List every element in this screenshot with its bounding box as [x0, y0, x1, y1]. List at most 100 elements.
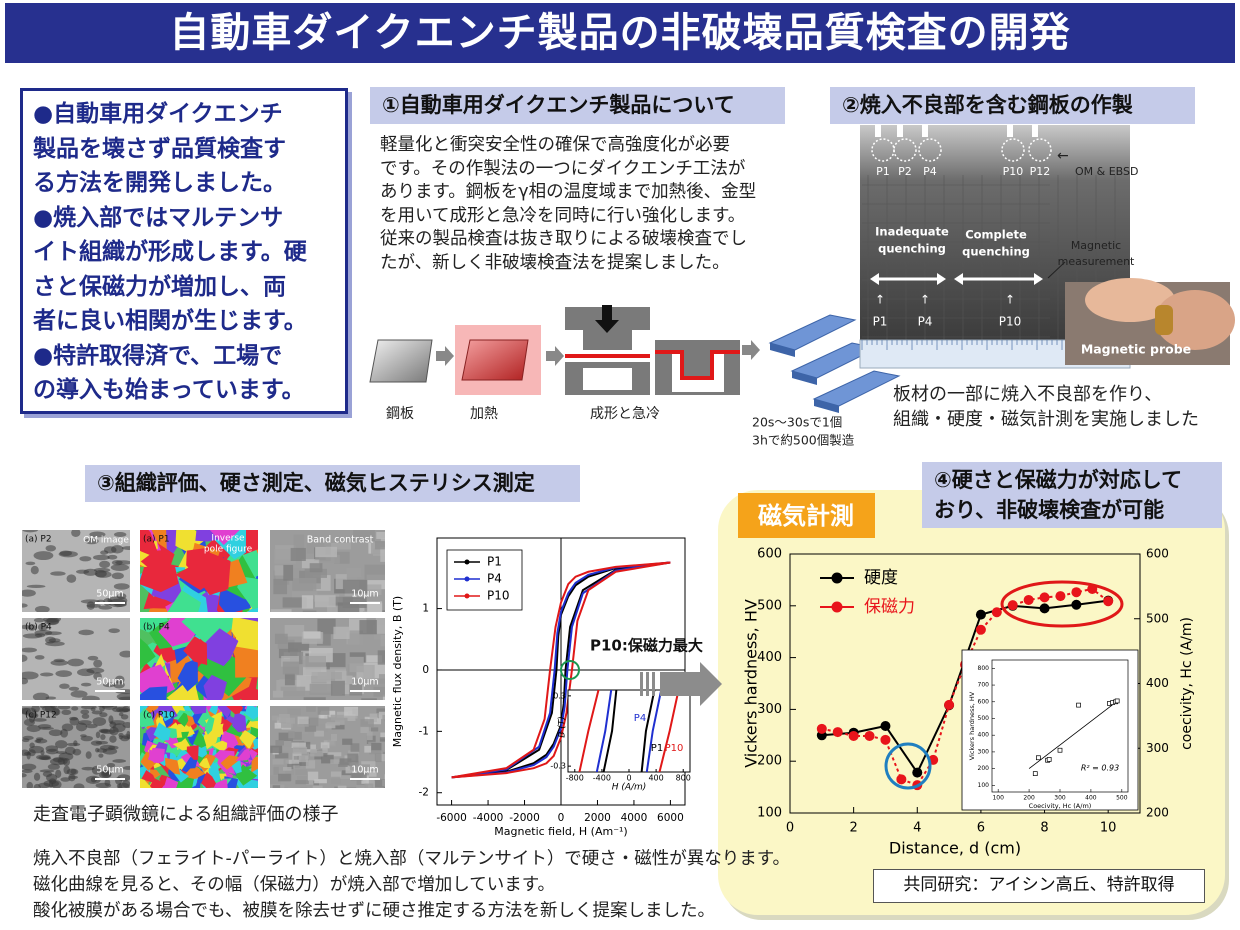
grain	[71, 530, 81, 537]
grain	[239, 729, 257, 750]
grain	[22, 624, 31, 630]
sample-marker	[918, 138, 942, 162]
grain	[307, 771, 319, 781]
grain	[140, 708, 155, 728]
grain	[33, 772, 41, 781]
scale-label: 10μm	[351, 677, 378, 688]
micrograph-label: (c) P12	[25, 711, 57, 721]
grain	[119, 650, 130, 658]
grain	[113, 681, 125, 689]
x-axis-label: H (A/m)	[612, 783, 647, 793]
grain	[28, 749, 36, 757]
grain	[102, 682, 116, 688]
grain	[328, 752, 342, 757]
grain	[92, 717, 107, 726]
y-tick-label: -1	[419, 725, 429, 737]
grain	[90, 740, 103, 746]
credit: 共同研究：アイシン高丘、特許取得	[873, 869, 1205, 903]
text-line: ●焼入部ではマルテンサ	[33, 204, 284, 231]
grain	[50, 660, 69, 666]
text-line: ●特許取得済で、工場で	[33, 342, 283, 369]
micrograph-label: (c) P10	[143, 711, 175, 721]
grain	[371, 742, 382, 751]
grain	[349, 763, 358, 771]
grain	[209, 530, 240, 546]
grain	[288, 759, 300, 764]
grain	[350, 772, 363, 781]
grain	[282, 661, 300, 675]
y-tick-label: 1	[422, 603, 429, 615]
x-tick-label: 8	[1040, 821, 1048, 836]
grain	[306, 779, 320, 785]
text-line: 板材の一部に焼入不良部を作り、	[893, 384, 1163, 405]
grain	[287, 763, 294, 770]
x-tick-label: 4000	[621, 812, 648, 824]
grain	[85, 751, 92, 759]
micrograph-label: (b) P4	[25, 623, 52, 633]
grain	[300, 787, 308, 788]
data-point	[991, 607, 1002, 618]
grain	[140, 618, 169, 633]
grain	[280, 686, 306, 697]
data-point	[1039, 603, 1050, 614]
arrow-head	[937, 273, 946, 285]
y2-tick-label: 600	[1146, 547, 1169, 561]
grain	[302, 610, 317, 612]
data-point	[1007, 600, 1018, 611]
photo-label: quenching	[962, 245, 1030, 259]
grain	[282, 597, 307, 608]
legend-marker	[831, 601, 843, 613]
data-point	[880, 720, 891, 731]
grain	[297, 716, 309, 725]
grain	[204, 723, 224, 739]
y-axis-label: B (T)	[558, 716, 568, 738]
inset-frame	[567, 689, 691, 773]
grain	[59, 550, 72, 557]
text-line: 製品を壊さず品質検査す	[33, 135, 286, 162]
grain	[79, 556, 92, 562]
grain	[196, 648, 247, 697]
grain	[164, 776, 179, 788]
grain	[378, 711, 385, 720]
annotation: R² = 0.93	[1081, 764, 1119, 773]
x-tick-label: 300	[1054, 795, 1066, 802]
grain	[140, 778, 152, 788]
grain	[347, 714, 356, 722]
highlight-ellipse	[1000, 580, 1124, 628]
grain	[366, 655, 382, 663]
grain	[376, 531, 385, 539]
grain	[164, 757, 181, 775]
grain	[69, 717, 80, 726]
x-tick-label: 500	[1116, 795, 1128, 802]
grain	[280, 719, 294, 728]
notes: 焼入不良部（フェライト-パーライト）と焼入部（マルテンサイト）で硬さ・磁性が異な…	[33, 846, 790, 924]
hysteresis-loop-zoom	[595, 690, 663, 772]
probe-hand	[1155, 290, 1235, 350]
text-line: 者に良い相関が生じます。	[33, 308, 307, 334]
hot-sheet	[461, 339, 529, 381]
grain	[283, 564, 294, 581]
grain	[203, 674, 227, 700]
grain	[112, 723, 126, 733]
grain	[356, 764, 370, 770]
x-tick-label: 0	[558, 812, 565, 824]
grain	[26, 781, 34, 788]
pointer	[1047, 261, 1066, 279]
section-text: 軽量化と衝突安全性の確保で高強度化が必要 です。その作製法の一つにダイクエンチ工法…	[380, 134, 810, 275]
y-tick-label: -0.3	[550, 762, 566, 771]
micrograph	[270, 618, 385, 700]
grain	[81, 713, 90, 719]
grain	[45, 745, 59, 752]
grain	[50, 706, 58, 709]
grain	[331, 542, 351, 550]
data-point	[1055, 591, 1066, 602]
grain	[274, 548, 296, 564]
grain	[288, 731, 302, 740]
grain	[303, 666, 327, 676]
connector-stripe	[640, 672, 643, 696]
y-tick-label: 300	[978, 748, 990, 755]
grain	[272, 759, 284, 765]
y2-tick-label: 400	[1146, 676, 1169, 690]
grain	[379, 737, 385, 742]
